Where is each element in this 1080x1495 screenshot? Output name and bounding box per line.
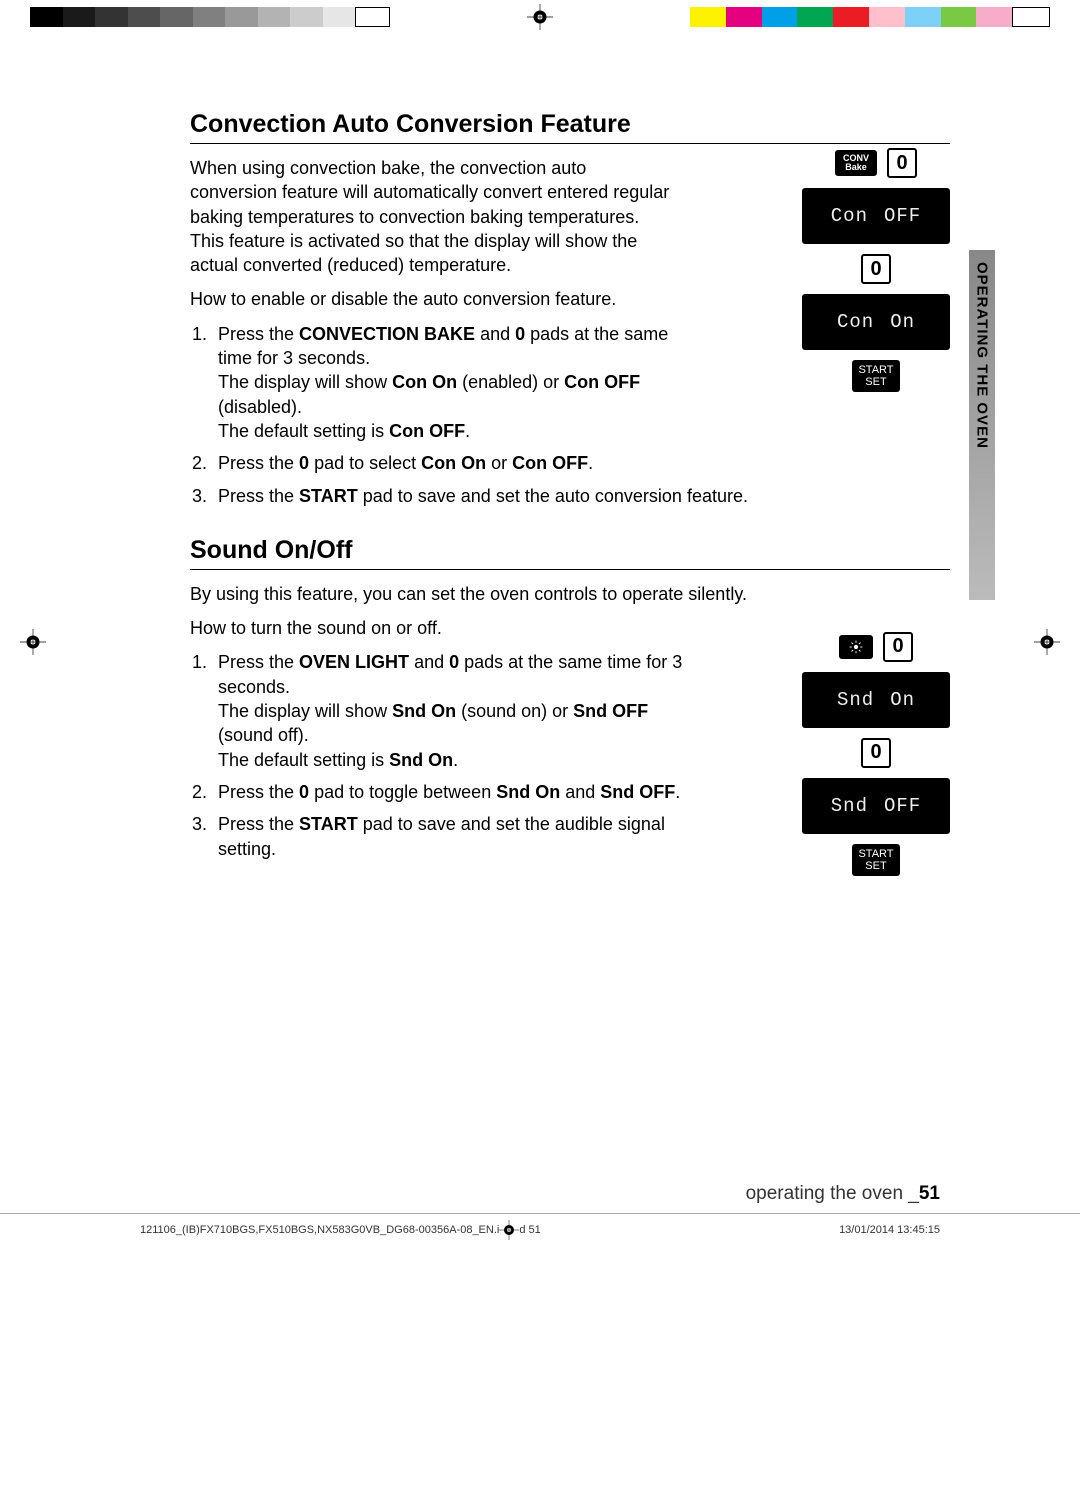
print-timestamp: 13/01/2014 13:45:15	[839, 1224, 940, 1236]
figure-group-convection: CONVBake 0 ConOFF 0 ConOn STARTSET	[802, 148, 950, 392]
start-set-pad-icon: STARTSET	[852, 360, 899, 392]
zero-pad-icon: 0	[887, 148, 917, 178]
grayscale-bar	[30, 7, 390, 27]
registration-mark-icon	[499, 1220, 519, 1240]
zero-pad-icon: 0	[883, 632, 913, 662]
page-number: 51	[919, 1183, 940, 1204]
paragraph: When using convection bake, the convecti…	[190, 156, 670, 277]
conv-bake-pad-icon: CONVBake	[835, 150, 877, 176]
heading-sound: Sound On/Off	[190, 536, 950, 570]
print-filename: 121106_(IB)FX710BGS,FX510BGS,NX583G0VB_D…	[140, 1220, 541, 1240]
zero-pad-icon: 0	[861, 738, 891, 768]
zero-pad-icon: 0	[861, 254, 891, 284]
print-footer: 121106_(IB)FX710BGS,FX510BGS,NX583G0VB_D…	[0, 1213, 1080, 1240]
heading-convection: Convection Auto Conversion Feature	[190, 110, 950, 144]
oven-display: ConOn	[802, 294, 950, 350]
section-convection: Convection Auto Conversion Feature CONVB…	[190, 110, 950, 508]
start-set-pad-icon: STARTSET	[852, 844, 899, 876]
step: Press the START pad to save and set the …	[212, 484, 950, 508]
footer-text: operating the oven _	[746, 1183, 919, 1204]
page-footer: operating the oven _51	[0, 1183, 1080, 1205]
paragraph: By using this feature, you can set the o…	[190, 582, 950, 606]
oven-display: SndOFF	[802, 778, 950, 834]
print-calibration-row	[0, 4, 1080, 30]
registration-mark-icon	[527, 4, 553, 30]
figure-group-sound: 0 SndOn 0 SndOFF STARTSET	[802, 632, 950, 876]
oven-display: SndOn	[802, 672, 950, 728]
oven-display: ConOFF	[802, 188, 950, 244]
step: Press the 0 pad to select Con On or Con …	[212, 451, 950, 475]
light-icon	[849, 640, 863, 654]
section-sound: Sound On/Off By using this feature, you …	[190, 536, 950, 861]
oven-light-pad-icon	[839, 635, 873, 659]
color-bar	[690, 7, 1050, 27]
paragraph: How to enable or disable the auto conver…	[190, 287, 670, 311]
